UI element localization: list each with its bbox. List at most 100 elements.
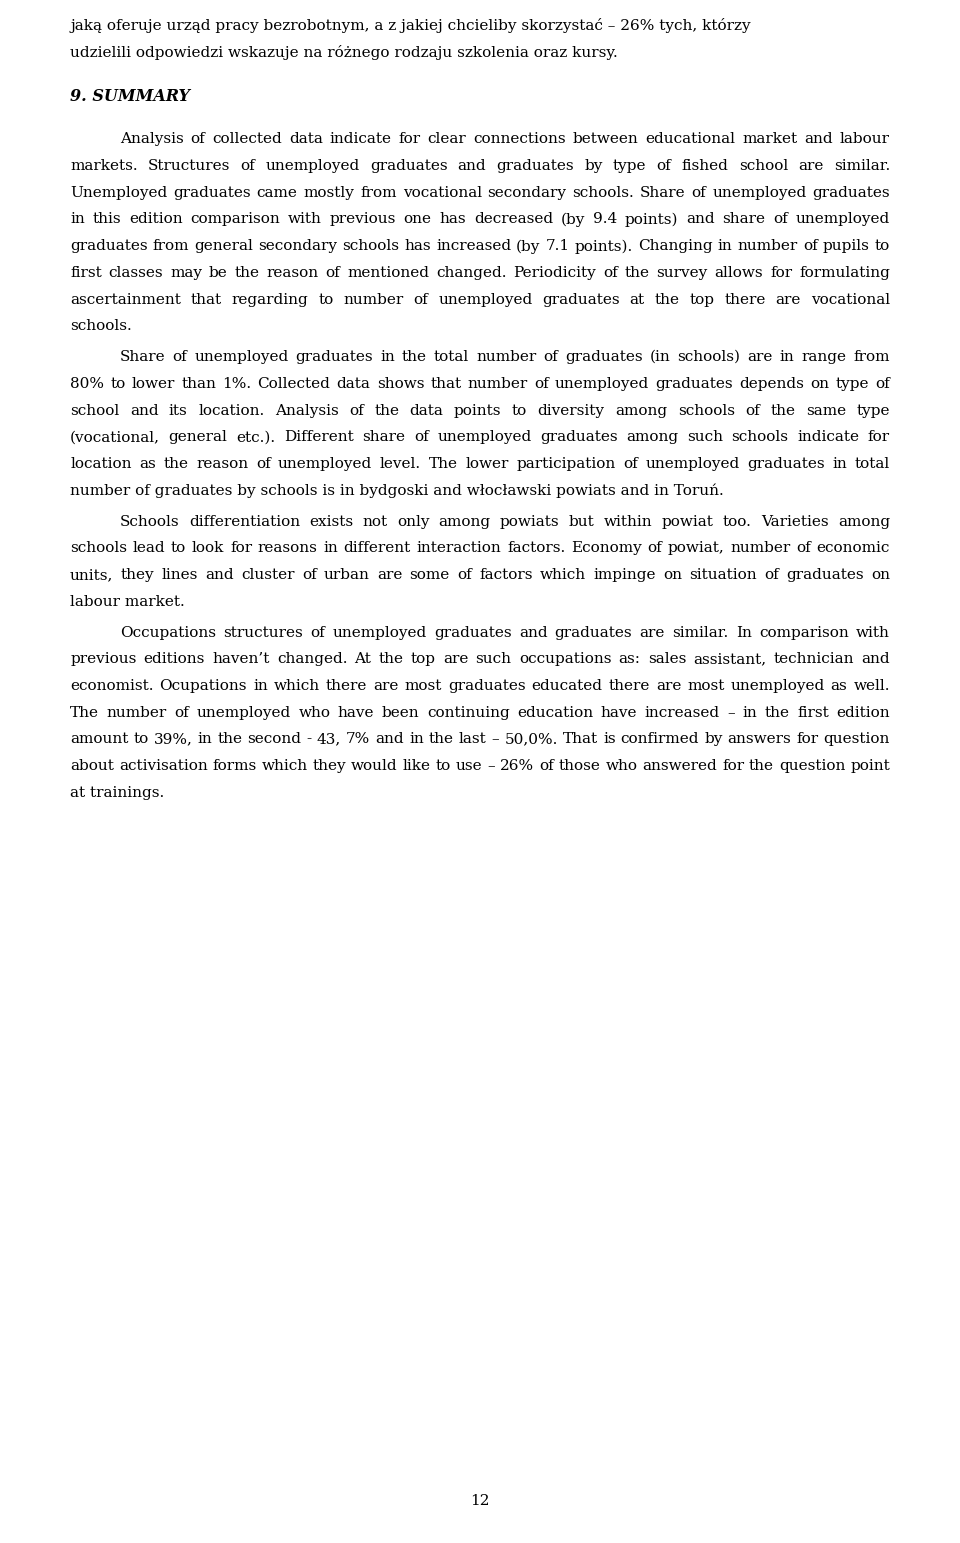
- Text: increased: increased: [645, 705, 720, 719]
- Text: with: with: [856, 625, 890, 639]
- Text: as: as: [139, 457, 156, 471]
- Text: there: there: [325, 679, 368, 693]
- Text: are: are: [377, 568, 402, 582]
- Text: graduates: graduates: [542, 293, 620, 307]
- Text: of: of: [173, 350, 187, 364]
- Text: the: the: [655, 293, 680, 307]
- Text: from: from: [853, 350, 890, 364]
- Text: location: location: [70, 457, 132, 471]
- Text: which: which: [274, 679, 320, 693]
- Text: urban: urban: [324, 568, 370, 582]
- Text: has: has: [440, 213, 466, 227]
- Text: lines: lines: [161, 568, 198, 582]
- Text: the: the: [378, 653, 403, 667]
- Text: in: in: [742, 705, 757, 719]
- Text: first: first: [797, 705, 828, 719]
- Text: Changing: Changing: [638, 239, 712, 253]
- Text: unemployed: unemployed: [197, 705, 291, 719]
- Text: most: most: [404, 679, 442, 693]
- Text: reasons: reasons: [258, 542, 318, 555]
- Text: unemployed: unemployed: [555, 376, 649, 390]
- Text: who: who: [606, 759, 637, 773]
- Text: answered: answered: [642, 759, 717, 773]
- Text: of: of: [543, 350, 558, 364]
- Text: structures: structures: [224, 625, 303, 639]
- Text: but: but: [569, 514, 594, 529]
- Text: 39%,: 39%,: [154, 733, 193, 747]
- Text: answers: answers: [728, 733, 791, 747]
- Text: of: of: [301, 568, 317, 582]
- Text: udzielili odpowiedzi wskazuje na różnego rodzaju szkolenia oraz kursy.: udzielili odpowiedzi wskazuje na różnego…: [70, 45, 618, 60]
- Text: such: such: [687, 430, 723, 444]
- Text: schools.: schools.: [572, 185, 635, 199]
- Text: sales: sales: [648, 653, 686, 667]
- Text: connections: connections: [473, 133, 566, 147]
- Text: level.: level.: [380, 457, 421, 471]
- Text: share: share: [362, 430, 405, 444]
- Text: indicate: indicate: [329, 133, 392, 147]
- Text: of: of: [876, 376, 890, 390]
- Text: top: top: [689, 293, 714, 307]
- Text: and: and: [375, 733, 404, 747]
- Text: question: question: [824, 733, 890, 747]
- Text: graduates: graduates: [565, 350, 642, 364]
- Text: impinge: impinge: [593, 568, 656, 582]
- Text: 9.4: 9.4: [592, 213, 617, 227]
- Text: unemployed: unemployed: [712, 185, 806, 199]
- Text: Economy: Economy: [571, 542, 641, 555]
- Text: increased: increased: [436, 239, 511, 253]
- Text: about: about: [70, 759, 114, 773]
- Text: comparison: comparison: [190, 213, 280, 227]
- Text: schools): schools): [678, 350, 740, 364]
- Text: be: be: [209, 265, 228, 279]
- Text: 9. SUMMARY: 9. SUMMARY: [70, 88, 190, 105]
- Text: technician: technician: [774, 653, 854, 667]
- Text: the: the: [163, 457, 188, 471]
- Text: of: of: [534, 376, 549, 390]
- Text: and: and: [518, 625, 547, 639]
- Text: of: of: [414, 430, 428, 444]
- Text: 43,: 43,: [317, 733, 341, 747]
- Text: editions: editions: [144, 653, 205, 667]
- Text: pupils: pupils: [823, 239, 870, 253]
- Text: –: –: [728, 705, 734, 719]
- Text: graduates: graduates: [786, 568, 864, 582]
- Text: participation: participation: [516, 457, 615, 471]
- Text: That: That: [563, 733, 598, 747]
- Text: top: top: [411, 653, 436, 667]
- Text: as:: as:: [618, 653, 640, 667]
- Text: 80%: 80%: [70, 376, 104, 390]
- Text: the: the: [402, 350, 427, 364]
- Text: who: who: [299, 705, 330, 719]
- Text: mentioned: mentioned: [348, 265, 429, 279]
- Text: of: of: [623, 457, 637, 471]
- Text: and: and: [205, 568, 234, 582]
- Text: point: point: [851, 759, 890, 773]
- Text: among: among: [439, 514, 491, 529]
- Text: Periodicity: Periodicity: [514, 265, 596, 279]
- Text: Occupations: Occupations: [120, 625, 216, 639]
- Text: on: on: [871, 568, 890, 582]
- Text: there: there: [609, 679, 650, 693]
- Text: jaką oferuje urząd pracy bezrobotnym, a z jakiej chcieliby skorzystać – 26% tych: jaką oferuje urząd pracy bezrobotnym, a …: [70, 19, 751, 32]
- Text: mostly: mostly: [303, 185, 354, 199]
- Text: similar.: similar.: [833, 159, 890, 173]
- Text: of: of: [175, 705, 189, 719]
- Text: are: are: [748, 350, 773, 364]
- Text: the: the: [234, 265, 259, 279]
- Text: and: and: [458, 159, 487, 173]
- Text: last: last: [459, 733, 487, 747]
- Text: total: total: [434, 350, 469, 364]
- Text: between: between: [573, 133, 638, 147]
- Text: for: for: [398, 133, 420, 147]
- Text: of: of: [647, 542, 662, 555]
- Text: educated: educated: [532, 679, 603, 693]
- Text: share: share: [723, 213, 765, 227]
- Text: (in: (in: [650, 350, 670, 364]
- Text: among: among: [615, 404, 667, 418]
- Text: on: on: [663, 568, 682, 582]
- Text: schools: schools: [732, 430, 788, 444]
- Text: secondary: secondary: [258, 239, 337, 253]
- Text: assistant,: assistant,: [693, 653, 766, 667]
- Text: are: are: [798, 159, 824, 173]
